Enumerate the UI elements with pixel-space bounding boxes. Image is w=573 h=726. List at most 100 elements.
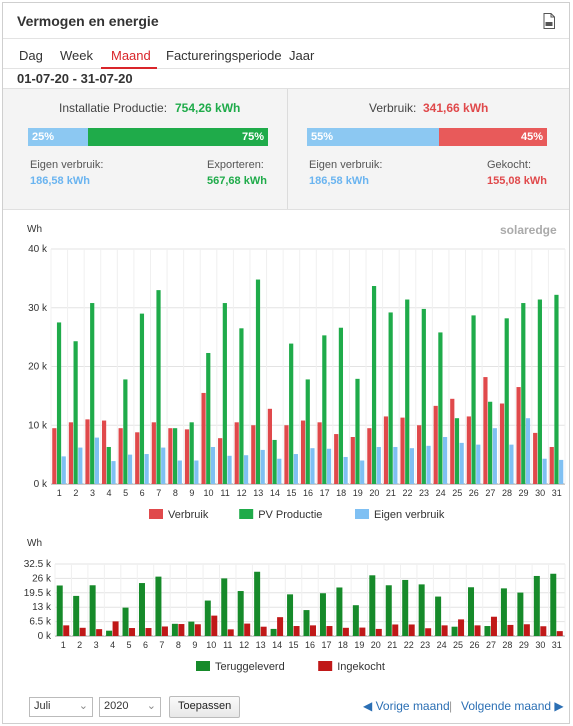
bar-pv-productie-day-31	[554, 294, 559, 484]
bar-pv-productie-day-2	[73, 341, 78, 484]
bar-teruggeleverd-day-16	[303, 610, 310, 636]
bar-pv-productie-day-14	[272, 439, 277, 484]
bar-verbruik-day-12	[234, 422, 239, 484]
bar-eigen-verbruik-day-27	[492, 428, 497, 484]
bar-eigen-verbruik-day-13	[260, 449, 265, 484]
bar-ingekocht-day-28	[507, 624, 514, 636]
x-tick-label: 17	[320, 488, 330, 498]
previous-month-link[interactable]: ◀ Vorige maand	[363, 699, 450, 713]
year-select-value: 2020	[104, 700, 129, 712]
x-tick-label: 8	[173, 488, 178, 498]
x-tick-label: 28	[502, 488, 512, 498]
legend-swatch	[355, 509, 369, 519]
date-range: 01-07-20 - 31-07-20	[17, 71, 133, 86]
x-tick-label: 21	[387, 640, 397, 650]
bar-verbruik-day-13	[251, 425, 256, 484]
bar-ingekocht-day-12	[244, 623, 251, 636]
x-tick-label: 13	[256, 640, 266, 650]
x-tick-label: 7	[156, 488, 161, 498]
bar-verbruik-day-31	[549, 446, 554, 484]
x-tick-label: 24	[436, 488, 446, 498]
tab-jaar[interactable]: Jaar	[289, 48, 315, 63]
bar-pv-productie-day-25	[454, 418, 460, 484]
x-tick-label: 5	[127, 640, 132, 650]
brand-text: solaredge	[500, 223, 557, 237]
bar-ingekocht-day-20	[375, 628, 382, 636]
next-month-link[interactable]: Volgende maand ▶	[461, 699, 564, 713]
month-select-value: Juli	[34, 700, 51, 712]
bar-teruggeleverd-day-3	[89, 585, 96, 636]
bar-teruggeleverd-day-12	[237, 591, 244, 636]
summary-divider	[287, 89, 288, 209]
bar-teruggeleverd-day-23	[418, 584, 425, 636]
bar-eigen-verbruik-day-2	[78, 447, 83, 484]
production-bar-export: 75%	[88, 128, 268, 146]
consumption-purchased-value: 155,08 kWh	[487, 175, 547, 187]
bar-pv-productie-day-18	[338, 327, 344, 484]
bar-teruggeleverd-day-19	[352, 605, 359, 636]
x-tick-label: 23	[420, 640, 430, 650]
bar-verbruik-day-30	[533, 432, 538, 484]
tab-dag[interactable]: Dag	[19, 48, 43, 63]
production-self-use-label: Eigen verbruik:	[30, 159, 104, 171]
tab-factureringsperiode[interactable]: Factureringsperiode	[166, 48, 282, 63]
bar-eigen-verbruik-day-5	[127, 454, 133, 484]
bar-verbruik-day-5	[118, 428, 123, 484]
production-value: 754,26 kWh	[175, 101, 241, 115]
production-bar-self-use: 25%	[28, 128, 88, 146]
bar-eigen-verbruik-day-14	[277, 458, 282, 484]
month-select[interactable]: Juli ⌄	[29, 697, 93, 717]
export-import-chart: Wh0 k6.5 k13 k19.5 k26 k32.5 k1 2 3 4 5 6 7 8 9 1…	[24, 538, 566, 673]
solaredge-logo: solaredge	[500, 223, 557, 237]
x-tick-label: 12	[239, 640, 249, 650]
x-tick-label: 17	[321, 640, 331, 650]
bar-teruggeleverd-day-29	[517, 592, 524, 636]
bar-ingekocht-day-25	[458, 619, 465, 636]
bar-teruggeleverd-day-5	[122, 607, 129, 636]
bar-eigen-verbruik-day-19	[360, 460, 365, 484]
bar-teruggeleverd-day-6	[138, 583, 145, 636]
bar-pv-productie-day-28	[504, 318, 509, 484]
y-axis-unit-label: Wh	[27, 538, 42, 549]
bar-eigen-verbruik-day-26	[476, 444, 481, 484]
pdf-document-icon[interactable]	[543, 13, 555, 29]
bar-eigen-verbruik-day-29	[525, 418, 531, 484]
x-tick-label: 3	[90, 488, 95, 498]
bar-teruggeleverd-day-4	[106, 630, 113, 636]
bar-eigen-verbruik-day-6	[144, 454, 149, 484]
y-tick-label: 0 k	[38, 631, 52, 642]
bar-teruggeleverd-day-7	[155, 576, 162, 636]
bar-teruggeleverd-day-18	[336, 587, 343, 636]
bar-eigen-verbruik-day-20	[376, 446, 381, 484]
bar-pv-productie-day-27	[488, 401, 493, 484]
tab-week[interactable]: Week	[60, 48, 93, 63]
bar-ingekocht-day-31	[556, 631, 563, 636]
bar-ingekocht-day-9	[194, 624, 201, 636]
production-label: Installatie Productie:	[59, 101, 168, 115]
bar-ingekocht-day-10	[211, 615, 218, 636]
x-tick-label: 18	[338, 640, 348, 650]
bar-verbruik-day-10	[201, 392, 206, 484]
bar-pv-productie-day-26	[471, 315, 476, 484]
legend-swatch	[149, 509, 163, 519]
consumption-bar: 55% 45%	[307, 128, 547, 146]
bar-eigen-verbruik-day-24	[442, 437, 448, 484]
year-select[interactable]: 2020 ⌄	[99, 697, 161, 717]
y-tick-label: 30 k	[28, 303, 48, 314]
nav-separator: |	[449, 699, 453, 713]
legend-swatch	[239, 509, 254, 519]
x-tick-label: 19	[354, 640, 364, 650]
bar-pv-productie-day-12	[239, 328, 244, 484]
bar-pv-productie-day-17	[322, 335, 327, 484]
apply-button[interactable]: Toepassen	[169, 696, 241, 718]
bar-ingekocht-day-7	[161, 626, 168, 636]
bar-verbruik-day-6	[135, 432, 140, 484]
tab-maand[interactable]: Maand	[111, 48, 151, 63]
bar-teruggeleverd-day-13	[254, 571, 261, 636]
bar-ingekocht-day-3	[96, 629, 103, 636]
bar-ingekocht-day-17	[326, 626, 333, 636]
x-tick-label: 3	[94, 640, 99, 650]
bar-verbruik-day-11	[218, 438, 223, 484]
x-tick-label: 28	[502, 640, 512, 650]
